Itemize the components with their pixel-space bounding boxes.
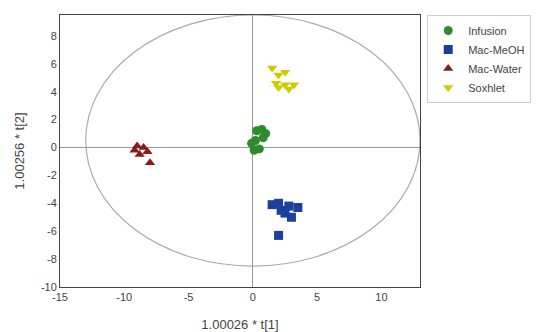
svg-text:5: 5 [314, 291, 320, 303]
svg-text:-2: -2 [47, 169, 57, 181]
svg-text:-5: -5 [184, 291, 194, 303]
svg-text:-4: -4 [47, 197, 57, 209]
svg-text:10: 10 [375, 291, 387, 303]
svg-text:-15: -15 [52, 291, 68, 303]
svg-text:-8: -8 [47, 253, 57, 265]
svg-text:1.00026 * t[1]: 1.00026 * t[1] [201, 317, 278, 332]
svg-text:Mac-Water: Mac-Water [468, 63, 522, 75]
svg-text:Mac-MeOH: Mac-MeOH [468, 44, 524, 56]
svg-text:8: 8 [51, 30, 57, 42]
svg-text:-10: -10 [116, 291, 132, 303]
svg-text:0: 0 [250, 291, 256, 303]
svg-text:Soxhlet: Soxhlet [468, 82, 505, 94]
svg-text:4: 4 [51, 86, 57, 98]
svg-text:1.00256 * t[2]: 1.00256 * t[2] [12, 112, 27, 189]
svg-text:0: 0 [51, 141, 57, 153]
svg-text:6: 6 [51, 58, 57, 70]
svg-text:-10: -10 [41, 281, 57, 293]
svg-text:2: 2 [51, 113, 57, 125]
svg-text:Infusion: Infusion [468, 25, 507, 37]
svg-text:-6: -6 [47, 225, 57, 237]
